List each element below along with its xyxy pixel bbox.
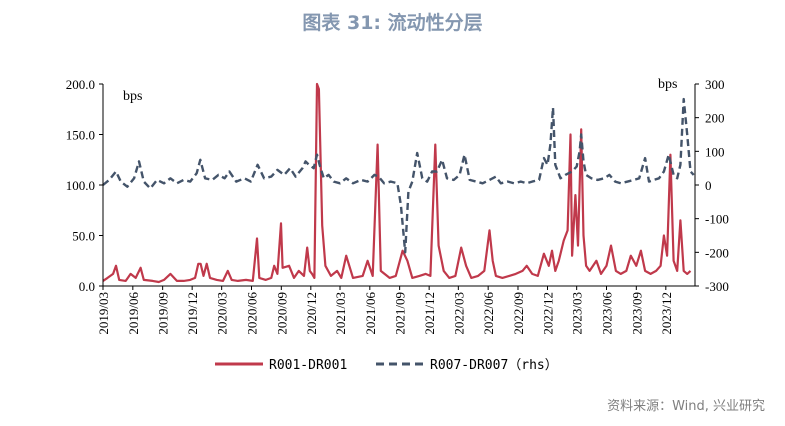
right-tick-label: -100 [705,212,729,227]
legend: R001-DR001 R007-DR007（rhs） [215,358,558,373]
source-note: 资料来源：Wind, 兴业研究 [607,399,765,414]
x-tick-label: 2022/03 [451,292,466,335]
left-tick-label: 50.0 [72,229,95,244]
x-tick-label: 2022/12 [540,292,555,335]
chart-title: 图表 31: 流动性分层 [302,12,483,34]
x-tick-label: 2023/09 [629,292,644,335]
x-tick-label: 2020/03 [215,292,230,335]
left-tick-label: 150.0 [66,128,95,143]
series-line-1 [102,82,692,284]
legend-label-2: R007-DR007（rhs） [430,358,558,373]
right-tick-label: 300 [705,77,725,92]
right-tick-label: -300 [705,279,729,294]
axes: 0.0 50.0 100.0 150.0 200.0 -300 -200 -100 0 100 20… [66,77,729,335]
x-tick-label: 2019/03 [96,292,111,335]
series-line-2 [102,97,695,254]
x-tick-label: 2022/09 [511,292,526,335]
x-tick-label: 2022/06 [481,292,496,335]
x-tick-label: 2023/06 [599,292,614,335]
x-tick-label: 2021/06 [363,292,378,335]
left-tick-label: 0.0 [79,279,95,294]
x-tick-label: 2019/09 [156,292,171,335]
x-tick-label: 2023/03 [570,292,585,335]
legend-label-1: R001-DR001 [269,358,347,373]
x-tick-label: 2019/06 [126,292,141,335]
x-tick-label: 2021/12 [422,292,437,335]
x-tick-label: 2020/12 [304,292,319,335]
right-tick-label: 0 [705,178,712,193]
right-tick-label: 100 [705,144,725,159]
x-tick-label: 2020/09 [274,292,289,335]
left-unit-label: bps [123,89,142,104]
x-tick-label: 2020/06 [244,292,259,335]
right-tick-label: -200 [705,245,729,260]
x-tick-label: 2021/03 [333,292,348,335]
x-tick-label: 2021/09 [393,292,408,335]
right-tick-label: 200 [705,111,725,126]
x-tick-label: 2019/12 [185,292,200,335]
plot-area [102,82,695,284]
left-tick-label: 200.0 [66,77,95,92]
left-tick-label: 100.0 [66,178,95,193]
x-tick-label: 2023/12 [659,292,674,335]
right-unit-label: bps [658,77,677,92]
